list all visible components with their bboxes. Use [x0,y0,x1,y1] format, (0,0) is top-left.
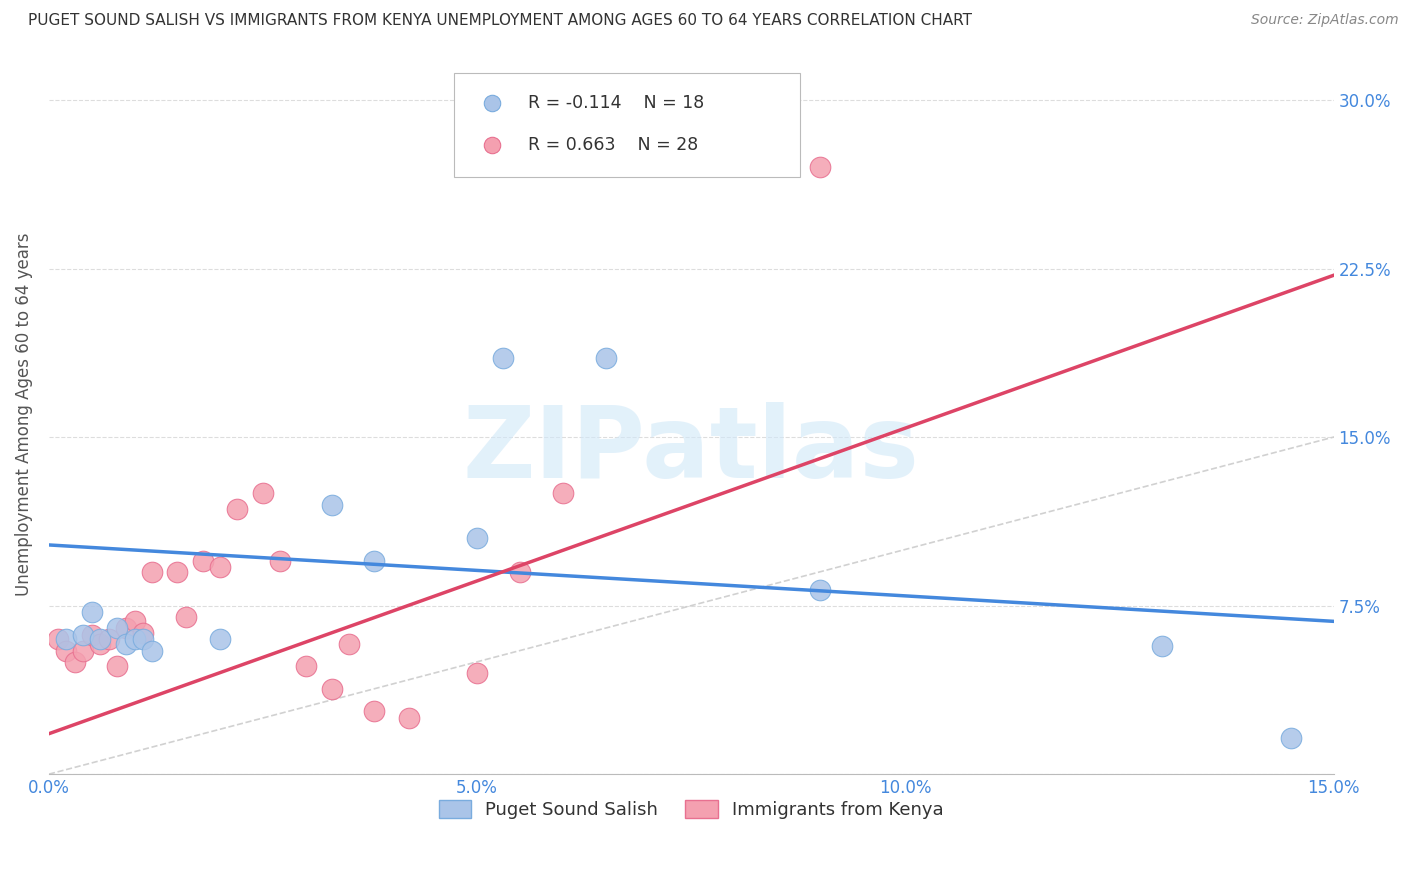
Point [509,565,531,579]
Point [166,565,188,579]
Text: ZIPatlas: ZIPatlas [463,402,920,500]
FancyBboxPatch shape [454,73,800,178]
Text: Source: ZipAtlas.com: Source: ZipAtlas.com [1251,13,1399,28]
Text: PUGET SOUND SALISH VS IMMIGRANTS FROM KENYA UNEMPLOYMENT AMONG AGES 60 TO 64 YEA: PUGET SOUND SALISH VS IMMIGRANTS FROM KE… [28,13,972,29]
Point [398,711,420,725]
Point [337,637,360,651]
Point [124,632,146,647]
Point [46,632,69,647]
Point [55,632,77,647]
Point [107,659,129,673]
Point [465,531,488,545]
Point [141,565,163,579]
Point [80,605,103,619]
Point [321,498,343,512]
Point [595,351,617,366]
Point [191,554,214,568]
Point [55,643,77,657]
Point [363,554,385,568]
Point [132,632,155,647]
Text: R = 0.663    N = 28: R = 0.663 N = 28 [529,136,699,154]
Point [1152,639,1174,653]
Point [72,643,94,657]
Point [141,643,163,657]
Point [124,615,146,629]
Y-axis label: Unemployment Among Ages 60 to 64 years: Unemployment Among Ages 60 to 64 years [15,233,32,597]
Point [107,621,129,635]
Point [226,502,249,516]
Point [209,632,232,647]
Point [72,628,94,642]
Point [89,632,111,647]
Point [295,659,318,673]
Point [89,637,111,651]
Point [252,486,274,500]
Point [115,621,138,635]
Point [209,560,232,574]
Point [115,637,138,651]
Legend: Puget Sound Salish, Immigrants from Kenya: Puget Sound Salish, Immigrants from Keny… [432,792,952,826]
Point [492,351,515,366]
Point [808,161,831,175]
Point [363,704,385,718]
Point [63,655,86,669]
Point [97,632,120,647]
Point [465,666,488,681]
Text: R = -0.114    N = 18: R = -0.114 N = 18 [529,95,704,112]
Point [808,582,831,597]
Point [80,628,103,642]
Point [551,486,574,500]
Point [1279,731,1302,746]
Point [321,681,343,696]
Point [269,554,291,568]
Point [174,610,197,624]
Point [132,625,155,640]
